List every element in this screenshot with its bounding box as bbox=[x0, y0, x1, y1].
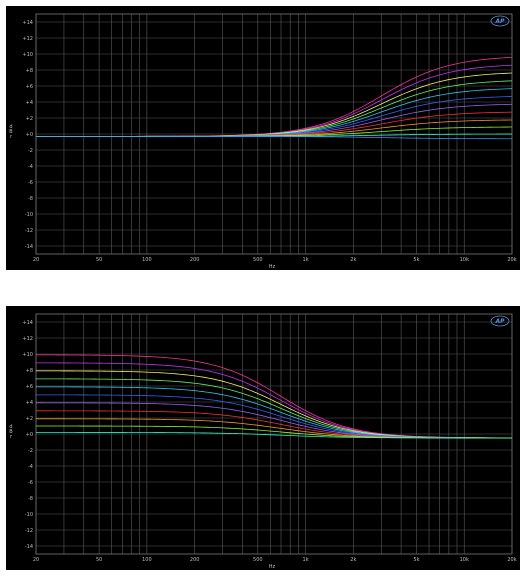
x-tick-label: 100 bbox=[142, 257, 152, 263]
series-line-1 bbox=[35, 362, 513, 439]
y-tick-label: +0 bbox=[26, 432, 33, 438]
x-tick-label: 2k bbox=[350, 557, 356, 563]
x-tick-label: 50 bbox=[96, 257, 102, 263]
x-tick-label: 20k bbox=[507, 557, 516, 563]
y-tick-label: +0 bbox=[26, 132, 33, 138]
plot-frame bbox=[35, 13, 513, 255]
y-tick-label: +10 bbox=[22, 52, 33, 58]
x-tick-label: 100 bbox=[142, 557, 152, 563]
x-tick-label: 20k bbox=[507, 257, 516, 263]
chart-panel-bottom: +14 +12 +10 +8 +6 +4 +2 +0 -2 -4 -6 -8 -10 -12 -14 20 50… bbox=[6, 306, 520, 570]
x-tick-label: 10k bbox=[460, 557, 469, 563]
x-tick-label: 500 bbox=[253, 557, 263, 563]
y-tick-label: +6 bbox=[26, 384, 33, 390]
series-line-4 bbox=[35, 386, 513, 439]
y-tick-label: -6 bbox=[28, 180, 33, 186]
tick-labels: +14 +12 +10 +8 +6 +4 +2 +0 -2 -4 -6 -8 -10 -12 -14 20 50… bbox=[22, 20, 516, 263]
y-tick-label: -12 bbox=[25, 528, 33, 534]
series-group bbox=[36, 56, 513, 140]
series-group bbox=[35, 354, 513, 439]
x-axis-label: Hz bbox=[269, 564, 276, 570]
y-tick-label: +2 bbox=[26, 416, 33, 422]
y-tick-label: +8 bbox=[26, 68, 33, 74]
x-tick-label: 5k bbox=[413, 257, 419, 263]
series-line-3 bbox=[36, 378, 513, 439]
x-tick-label: 2k bbox=[350, 257, 356, 263]
chart-bottom: +14 +12 +10 +8 +6 +4 +2 +0 -2 -4 -6 -8 -10 -12 -14 20 50… bbox=[9, 313, 517, 570]
y-tick-label: +12 bbox=[22, 36, 33, 42]
series-line-5 bbox=[36, 96, 513, 137]
y-tick-label: -14 bbox=[25, 244, 33, 250]
x-tick-label: 1k bbox=[303, 557, 309, 563]
y-tick-label: -8 bbox=[28, 496, 33, 502]
series-line-10 bbox=[36, 432, 512, 439]
series-line-11 bbox=[36, 136, 513, 140]
y-tick-label: -4 bbox=[28, 164, 33, 170]
series-line-0 bbox=[36, 56, 513, 137]
x-tick-label: 200 bbox=[190, 557, 200, 563]
y-tick-label: -14 bbox=[25, 544, 33, 550]
x-tick-label: 1k bbox=[303, 257, 309, 263]
tick-labels: +14 +12 +10 +8 +6 +4 +2 +0 -2 -4 -6 -8 -10 -12 -14 20 50… bbox=[22, 320, 516, 563]
x-tick-label: 500 bbox=[253, 257, 263, 263]
y-tick-label: +10 bbox=[22, 352, 33, 358]
x-tick-label: 20 bbox=[33, 257, 39, 263]
series-line-2 bbox=[36, 72, 513, 137]
x-tick-label: 5k bbox=[413, 557, 419, 563]
grid bbox=[35, 314, 513, 554]
svg-text:AP: AP bbox=[494, 318, 505, 325]
x-tick-label: 200 bbox=[190, 257, 200, 263]
chart-panel-top: +14 +12 +10 +8 +6 +4 +2 +0 -2 -4 -6 -8 -10 -12 -14 20 50… bbox=[6, 6, 520, 270]
x-tick-label: 10k bbox=[460, 257, 469, 263]
y-tick-label: +12 bbox=[22, 336, 33, 342]
ap-logo: AP bbox=[490, 315, 510, 327]
y-tick-label: -2 bbox=[28, 448, 33, 454]
series-line-4 bbox=[36, 88, 513, 137]
svg-text:AP: AP bbox=[494, 18, 505, 25]
series-line-1 bbox=[36, 64, 513, 137]
y-tick-label: +2 bbox=[26, 116, 33, 122]
y-tick-label: +4 bbox=[26, 100, 33, 106]
ap-logo: AP bbox=[490, 15, 510, 27]
y-tick-label: +14 bbox=[22, 320, 33, 326]
y-tick-label: -4 bbox=[28, 464, 33, 470]
series-line-6 bbox=[36, 103, 513, 137]
y-tick-label: -12 bbox=[25, 228, 33, 234]
y-tick-label: -2 bbox=[28, 148, 33, 154]
y-tick-label: -10 bbox=[25, 512, 33, 518]
y-tick-label: +8 bbox=[26, 368, 33, 374]
x-tick-label: 50 bbox=[96, 557, 102, 563]
y-tick-label: +6 bbox=[26, 84, 33, 90]
y-tick-label: -8 bbox=[28, 196, 33, 202]
x-axis-label: Hz bbox=[269, 264, 276, 270]
y-tick-label: -6 bbox=[28, 480, 33, 486]
series-line-2 bbox=[35, 370, 513, 439]
y-tick-label: -10 bbox=[25, 212, 33, 218]
x-tick-label: 20 bbox=[33, 557, 39, 563]
y-tick-label: +14 bbox=[22, 20, 33, 26]
plot-frame bbox=[35, 313, 513, 555]
chart-top: +14 +12 +10 +8 +6 +4 +2 +0 -2 -4 -6 -8 -10 -12 -14 20 50… bbox=[9, 13, 517, 270]
y-tick-label: +4 bbox=[26, 400, 33, 406]
